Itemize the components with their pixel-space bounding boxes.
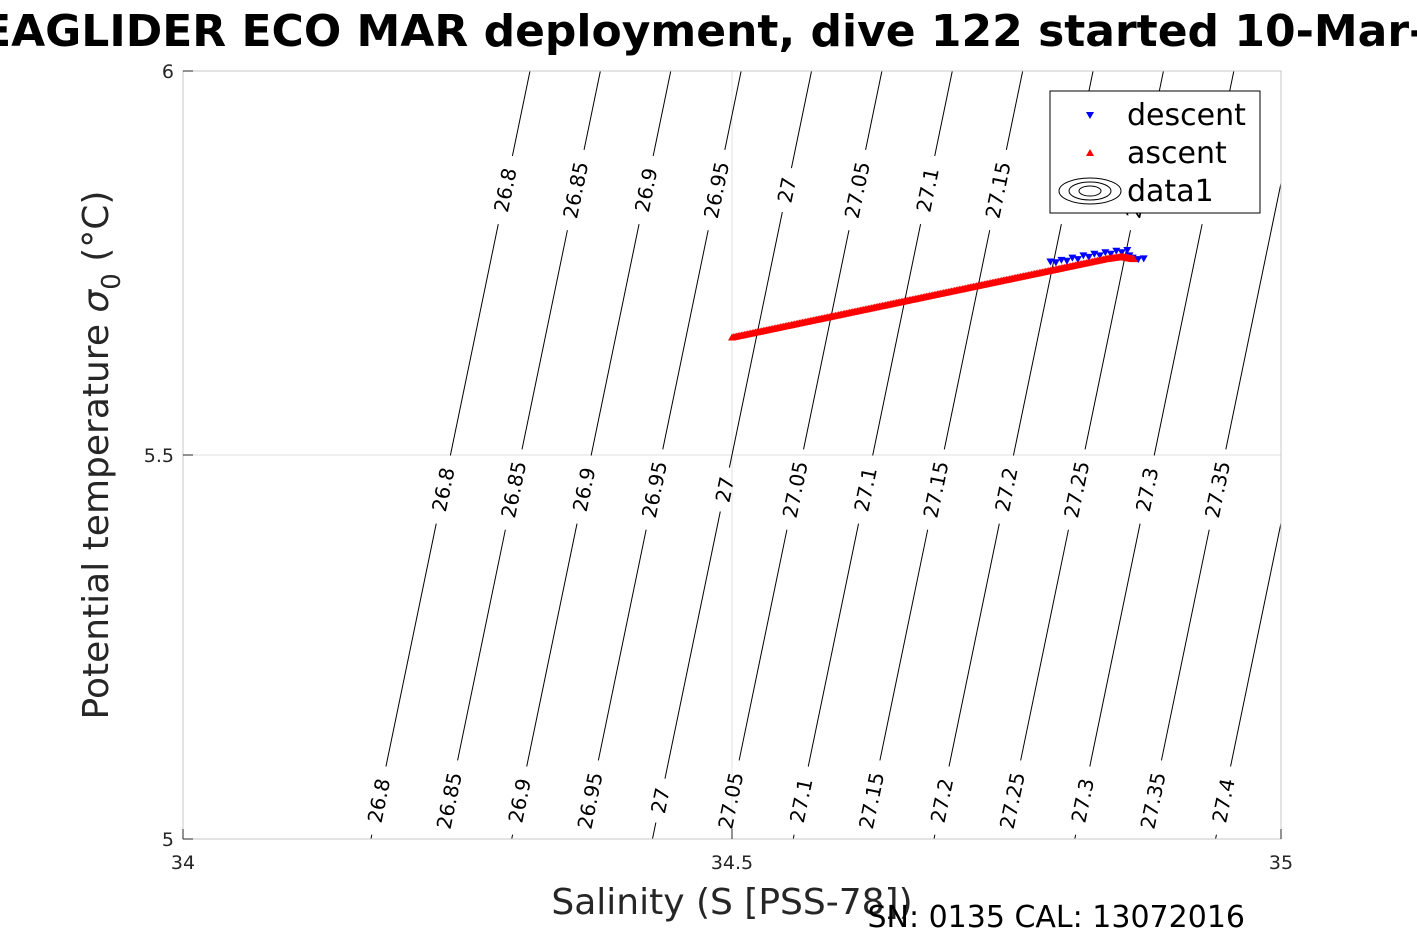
y-tick-label: 6 <box>162 61 174 83</box>
isopycnal-line-27.3 <box>1074 70 1235 840</box>
legend: descent ascent data1 <box>1049 90 1261 214</box>
isopycnal-label: 27 <box>773 175 802 205</box>
isopycnal-line-26.85 <box>457 70 601 761</box>
y-axis-label-main: Potential temperature <box>76 313 117 720</box>
legend-box <box>1049 90 1261 214</box>
y-tick-label: 5 <box>162 829 174 851</box>
x-tick-label: 35 <box>1269 852 1293 874</box>
x-tick-label: 34 <box>171 852 195 874</box>
descent-point <box>1051 259 1060 267</box>
isopycnal-line-26.95 <box>597 70 742 761</box>
y-axis-label-subscript: 0 <box>97 273 127 290</box>
serial-calibration-footer: SN: 0135 CAL: 13072016 <box>867 900 1245 935</box>
descent-point <box>1117 249 1126 257</box>
isopycnal-line-26.8 <box>370 70 531 840</box>
x-tick-labels: 34 34.5 35 <box>171 852 1293 874</box>
isopycnal-line-27 <box>651 70 813 840</box>
descent-point <box>1057 256 1066 264</box>
axis-tick-marks <box>182 70 1282 840</box>
y-axis-label-sigma: σ <box>76 289 117 313</box>
isopycnal-line-27.15 <box>879 70 1024 761</box>
legend-contour-icon <box>1058 177 1122 205</box>
legend-ascent-label: ascent <box>1127 136 1227 171</box>
isopycnal-label: 27 <box>711 475 740 505</box>
x-tick-label: 34.5 <box>711 852 753 874</box>
descent-point <box>1062 257 1071 265</box>
isopycnal-line-27.2 <box>933 70 1094 840</box>
isopycnal-line-27.4 <box>1215 522 1282 840</box>
isopycnal-line-27.35 <box>1160 183 1282 761</box>
descent-point <box>1084 253 1093 261</box>
y-axis-label-unit: (°C) <box>76 191 117 274</box>
descent-point <box>1106 250 1115 258</box>
y-axis-label: Potential temperature σ0 (°C) <box>76 191 127 720</box>
legend-ascent-marker <box>1086 149 1094 156</box>
descent-point <box>1134 256 1143 264</box>
data-series <box>728 246 1148 341</box>
chart-title: SG SEAGLIDER ECO MAR deployment, dive 12… <box>0 6 1417 57</box>
y-tick-label: 5.5 <box>144 445 174 467</box>
isopycnal-line-27.05 <box>738 70 883 761</box>
legend-descent-marker <box>1086 112 1094 119</box>
isopycnal-label: 27 <box>646 786 675 816</box>
x-axis-label: Salinity (S [PSS-78]) <box>551 882 912 923</box>
descent-point <box>1139 255 1148 263</box>
legend-descent-label: descent <box>1127 98 1246 133</box>
legend-data1-label: data1 <box>1127 174 1214 209</box>
ascent-point <box>1129 255 1138 263</box>
descent-point <box>1046 258 1055 266</box>
series-ascent <box>728 252 1138 341</box>
isopycnal-line-26.9 <box>511 70 672 840</box>
descent-point <box>1095 252 1104 260</box>
series-descent <box>1046 246 1148 267</box>
y-tick-labels: 55.56 <box>144 61 174 851</box>
descent-point <box>1123 246 1132 254</box>
descent-point <box>1073 256 1082 264</box>
isopycnal-line-27.1 <box>792 70 953 840</box>
